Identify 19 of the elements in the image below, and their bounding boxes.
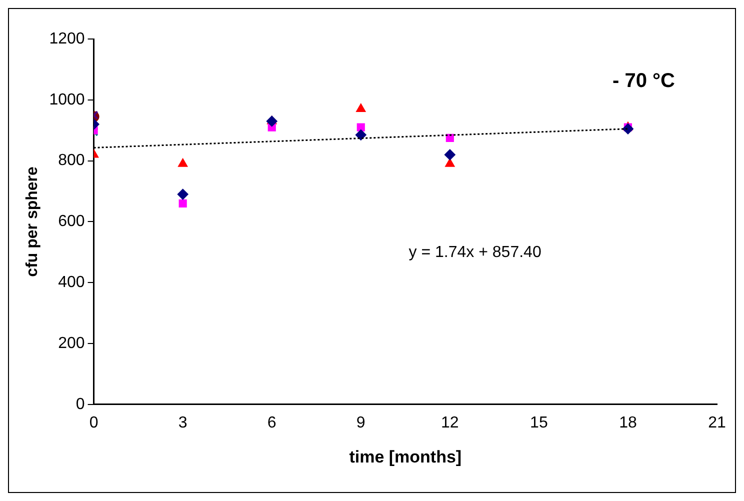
y-tick-label: 1200 <box>49 30 85 48</box>
y-tick-label: 600 <box>58 213 85 230</box>
x-tick-label: 15 <box>530 414 548 432</box>
x-tick-label: 6 <box>267 414 276 432</box>
y-tick-label: 200 <box>58 334 85 352</box>
x-tick-label: 12 <box>441 414 459 432</box>
y-tick-label: 800 <box>58 152 85 170</box>
annotation: y = 1.74x + 857.40 <box>408 244 542 261</box>
x-axis-title: time [months] <box>349 447 462 466</box>
y-tick-label: 400 <box>58 274 85 292</box>
y-tick-label: 1000 <box>49 91 85 108</box>
y-tick-label: 0 <box>76 396 85 413</box>
x-tick-label: 3 <box>178 414 188 432</box>
x-tick-label: 0 <box>89 414 98 432</box>
x-tick-label: 18 <box>619 414 637 432</box>
x-tick-label: 9 <box>356 414 366 432</box>
y-axis-title: cfu per sphere <box>24 166 42 277</box>
x-tick-label: 21 <box>708 414 726 432</box>
annotation: - 70 °C <box>612 70 675 92</box>
